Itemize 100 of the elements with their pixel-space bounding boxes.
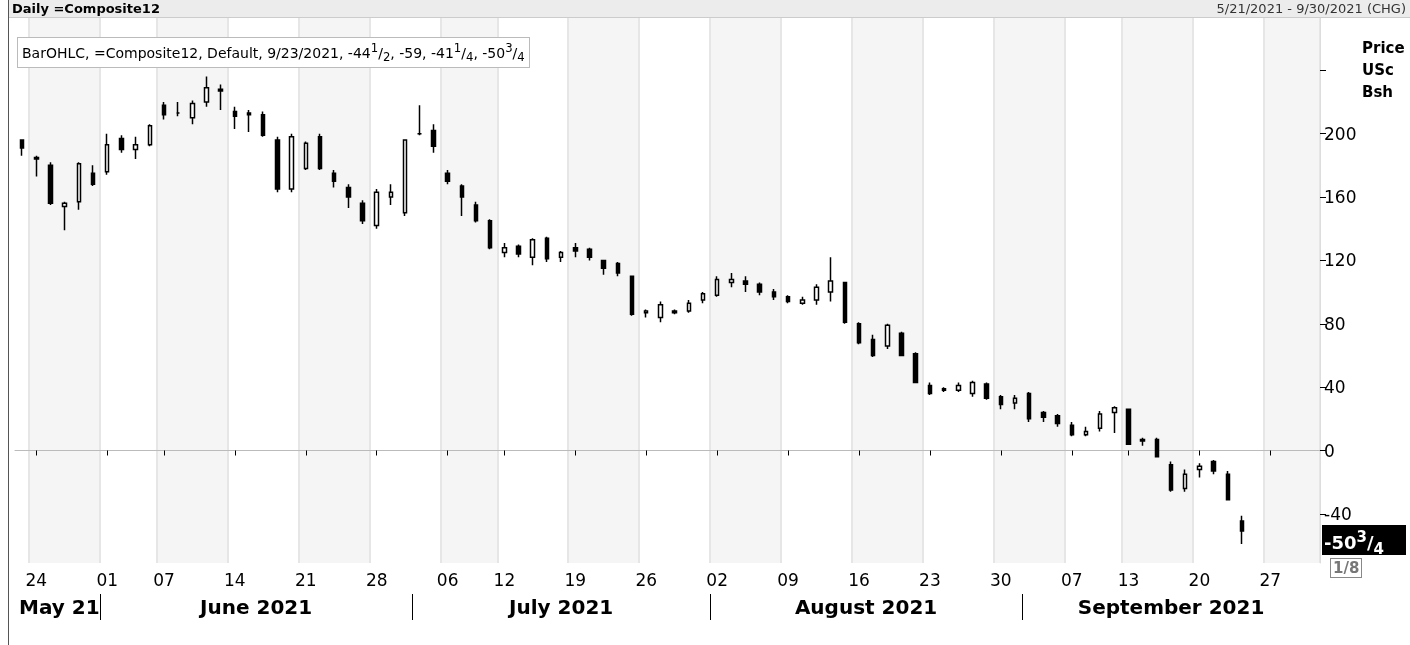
text: June 2021 bbox=[200, 594, 313, 620]
candlestick bbox=[175, 101, 181, 117]
candlestick bbox=[870, 334, 876, 358]
x-tick-label: 02 bbox=[706, 569, 728, 590]
candlestick bbox=[1012, 394, 1018, 411]
x-tick-label: 24 bbox=[25, 569, 48, 590]
y-tick-label: 160 bbox=[1324, 187, 1357, 208]
candlestick bbox=[756, 281, 763, 296]
candlestick bbox=[657, 300, 664, 323]
candlestick bbox=[359, 199, 366, 225]
x-tick-label: 30 bbox=[990, 569, 1012, 590]
x-tick-label: 21 bbox=[294, 569, 317, 590]
candlestick bbox=[161, 101, 167, 121]
candlestick bbox=[444, 169, 451, 186]
candlestick bbox=[1210, 459, 1217, 476]
candlestick bbox=[529, 237, 536, 266]
x-tick-label: 09 bbox=[777, 569, 799, 590]
candlestick bbox=[388, 183, 394, 206]
candlestick bbox=[898, 330, 905, 357]
candlestick bbox=[1054, 413, 1061, 428]
y-tick-label: 120 bbox=[1324, 250, 1357, 271]
chart-title: Daily =Composite12 bbox=[12, 0, 160, 17]
candlestick bbox=[331, 169, 337, 189]
candlestick bbox=[246, 109, 252, 133]
x-tick-label: 26 bbox=[635, 569, 658, 590]
candlestick bbox=[1040, 410, 1047, 423]
x-tick-label: 16 bbox=[848, 569, 870, 590]
candlestick bbox=[501, 242, 508, 258]
y-tick-label: 0 bbox=[1324, 440, 1335, 461]
candlestick bbox=[785, 294, 791, 304]
candlestick bbox=[459, 183, 465, 217]
y-axis-title: Price USc Bsh bbox=[1362, 38, 1405, 103]
candlestick bbox=[345, 183, 352, 209]
candlestick bbox=[600, 259, 607, 276]
candlestick bbox=[686, 299, 692, 314]
candlestick bbox=[927, 381, 933, 396]
candlestick bbox=[416, 104, 423, 136]
text: 1/8 bbox=[1330, 557, 1363, 578]
text: May 21 bbox=[19, 594, 100, 620]
candlestick bbox=[104, 132, 110, 176]
candlestick bbox=[827, 256, 834, 303]
candlestick bbox=[983, 381, 990, 401]
x-tick-label: 07 bbox=[1060, 569, 1083, 590]
candlestick bbox=[61, 201, 68, 232]
candlestick bbox=[189, 99, 196, 125]
text: July 2021 bbox=[509, 594, 614, 620]
y-tick-label: 40 bbox=[1324, 377, 1346, 398]
candlestick bbox=[515, 243, 522, 258]
candlestick bbox=[771, 288, 777, 301]
candlestick bbox=[373, 188, 380, 230]
candlestick bbox=[473, 201, 479, 224]
x-tick-label: 28 bbox=[365, 569, 388, 590]
candlestick bbox=[941, 386, 947, 393]
x-tick-label: 12 bbox=[493, 569, 516, 590]
candlestick bbox=[912, 351, 919, 384]
x-tick-label: 01 bbox=[96, 569, 119, 590]
candlestick bbox=[430, 123, 437, 154]
candlestick bbox=[260, 110, 266, 138]
candlestick bbox=[132, 136, 139, 160]
candlestick bbox=[728, 272, 735, 289]
x-tick-label: 14 bbox=[224, 569, 246, 590]
candlestick bbox=[1139, 437, 1146, 447]
y-tick-label: 80 bbox=[1324, 313, 1346, 334]
x-tick-label: 23 bbox=[919, 569, 941, 590]
candlestick bbox=[1168, 460, 1174, 493]
text: BarOHLC, =Composite12, Default, 9/23/2021, -44$^{1}$/$_{2}$, -59, -41$^{1}$/$_{4}$, -50$^{3}$/$_{4}$ bbox=[22, 41, 525, 65]
candlestick bbox=[1111, 405, 1118, 434]
candlestick bbox=[856, 321, 862, 346]
candlestick bbox=[1069, 421, 1075, 438]
candlestick bbox=[217, 83, 224, 111]
candlestick bbox=[558, 250, 564, 263]
candlestick bbox=[813, 283, 820, 306]
x-tick-label: 07 bbox=[153, 569, 175, 590]
x-tick-label: 20 bbox=[1188, 569, 1211, 590]
text: 5/21/2021 - 9/30/2021 (CHG) bbox=[1216, 0, 1406, 17]
text: August 2021 bbox=[794, 594, 938, 620]
x-tick-label: 27 bbox=[1259, 569, 1282, 590]
candlestick bbox=[288, 132, 295, 194]
candlestick bbox=[714, 275, 720, 298]
candlestick bbox=[274, 136, 281, 194]
candlestick bbox=[572, 242, 579, 258]
candlestick bbox=[33, 155, 40, 178]
candlestick bbox=[118, 134, 125, 154]
candlestick bbox=[586, 246, 593, 262]
y-tick-label: -40 bbox=[1324, 503, 1352, 524]
candlestick bbox=[76, 161, 82, 211]
candlestick bbox=[544, 235, 550, 263]
candlestick bbox=[1154, 437, 1160, 458]
candlestick bbox=[1125, 408, 1132, 445]
candlestick bbox=[1097, 410, 1103, 433]
candlestick bbox=[19, 139, 25, 157]
candlestick bbox=[629, 275, 635, 317]
x-tick-label: 13 bbox=[1117, 569, 1140, 590]
candlestick bbox=[998, 394, 1004, 411]
candlestick bbox=[842, 281, 848, 325]
candlestick bbox=[203, 75, 210, 108]
x-tick-label: 06 bbox=[436, 569, 459, 590]
candlestick bbox=[643, 308, 649, 319]
candlestick bbox=[1026, 391, 1032, 423]
candlestick bbox=[884, 323, 891, 350]
